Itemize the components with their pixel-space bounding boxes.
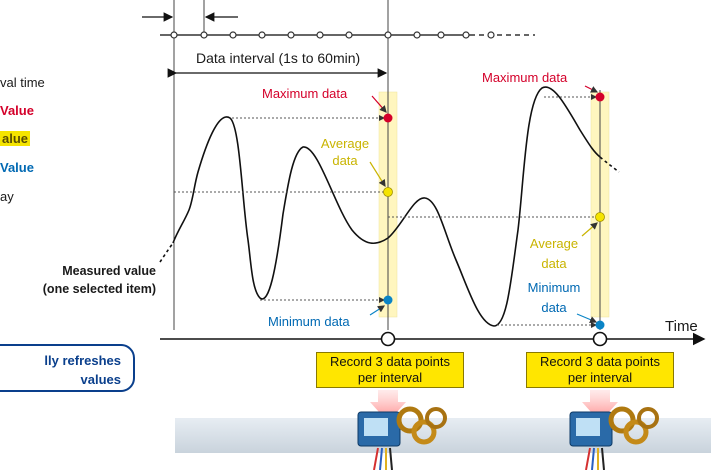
label-leaders <box>369 85 599 323</box>
record-arrow-2 <box>582 390 618 422</box>
sidebar-interval-time: val time <box>0 75 45 90</box>
record-box-1-line1: Record 3 data points <box>330 354 450 369</box>
interval2-record-marker <box>592 331 608 347</box>
interval2-min-label-line1: Minimum <box>527 280 581 295</box>
refresh-note-box: lly refreshes values <box>0 344 135 392</box>
interval2-min-point <box>595 320 605 330</box>
data-interval-label: Data interval (1s to 60min) <box>196 50 361 66</box>
sampling-points <box>170 31 495 39</box>
instrument-device-1 <box>357 406 447 470</box>
sidebar-avg-value: alue <box>0 131 31 146</box>
record-box-2-line1: Record 3 data points <box>540 354 660 369</box>
refresh-note-line2: values <box>80 372 121 387</box>
y-axis-label-line1: Measured value <box>62 264 156 278</box>
interval2-max-label: Maximum data <box>482 70 568 85</box>
sidebar-display: ay <box>0 189 14 204</box>
interval1-avg-label-line2: data <box>332 153 358 168</box>
interval1-max-point <box>383 113 393 123</box>
interval1-min-label: Minimum data <box>268 314 350 329</box>
refresh-note-line1: lly refreshes <box>44 353 121 368</box>
interval2-min-label-line2: data <box>541 300 567 315</box>
sidebar-min-value: Value <box>0 160 34 175</box>
record-arrow-1 <box>370 390 406 422</box>
y-axis-label-line2: (one selected item) <box>42 282 156 296</box>
interval1-record-marker <box>380 331 396 347</box>
record-box-1: Record 3 data points per interval <box>316 352 464 388</box>
instrument-device-2 <box>569 406 659 470</box>
waveform-continuation <box>599 156 620 173</box>
record-box-2-line2: per interval <box>567 370 633 385</box>
interval1-avg-point <box>383 187 393 197</box>
x-axis-label: Time <box>665 318 698 335</box>
waveform-lead-in <box>159 242 174 263</box>
interval2-avg-label-line2: data <box>541 256 567 271</box>
record-box-1-line2: per interval <box>357 370 423 385</box>
interval2-max-point <box>595 92 605 102</box>
sidebar-max-value: Value <box>0 103 34 118</box>
interval1-avg-label-line1: Average <box>320 136 370 151</box>
interval1-max-label: Maximum data <box>262 86 348 101</box>
interval1-min-point <box>383 295 393 305</box>
interval2-avg-label-line1: Average <box>529 236 579 251</box>
projection-lines <box>174 94 600 328</box>
measured-waveform <box>172 86 601 327</box>
interval2-avg-point <box>595 212 605 222</box>
record-box-2: Record 3 data points per interval <box>526 352 674 388</box>
